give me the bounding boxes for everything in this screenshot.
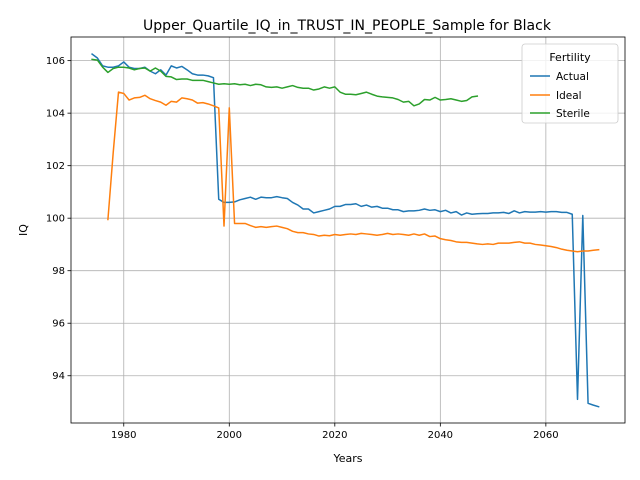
x-tick-label: 2060 — [533, 430, 558, 441]
series-line-actual — [91, 53, 600, 408]
legend-label-actual: Actual — [556, 71, 589, 83]
y-tick-label: 96 — [52, 319, 65, 330]
x-tick-label: 2040 — [428, 430, 453, 441]
y-tick-label: 94 — [52, 371, 65, 382]
y-tick-label: 100 — [46, 214, 65, 225]
y-axis-label: IQ — [17, 224, 30, 236]
plot-area-frame — [70, 36, 626, 424]
legend-title: Fertility — [549, 51, 591, 64]
plot-series — [91, 53, 600, 408]
series-line-ideal — [107, 91, 600, 253]
legend-label-sterile: Sterile — [556, 108, 590, 120]
chart-title: Upper_Quartile_IQ_in_TRUST_IN_PEOPLE_Sam… — [143, 18, 552, 34]
series-line-sterile — [91, 58, 479, 107]
y-tick-label: 98 — [52, 266, 65, 277]
x-tick-label: 2020 — [322, 430, 347, 441]
x-axis-label: Years — [332, 452, 362, 465]
x-tick-label: 1980 — [111, 430, 136, 441]
y-tick-label: 106 — [46, 56, 65, 67]
x-tick-label: 2000 — [217, 430, 242, 441]
legend-label-ideal: Ideal — [556, 90, 582, 102]
y-tick-label: 104 — [46, 109, 65, 120]
legend: Fertility Actual Ideal Sterile — [521, 43, 619, 124]
axis-ticks: 1980 2000 2020 2040 2060 94 96 98 100 102 104 106 — [46, 56, 559, 441]
legend-box — [521, 43, 619, 124]
y-tick-label: 102 — [46, 161, 65, 172]
